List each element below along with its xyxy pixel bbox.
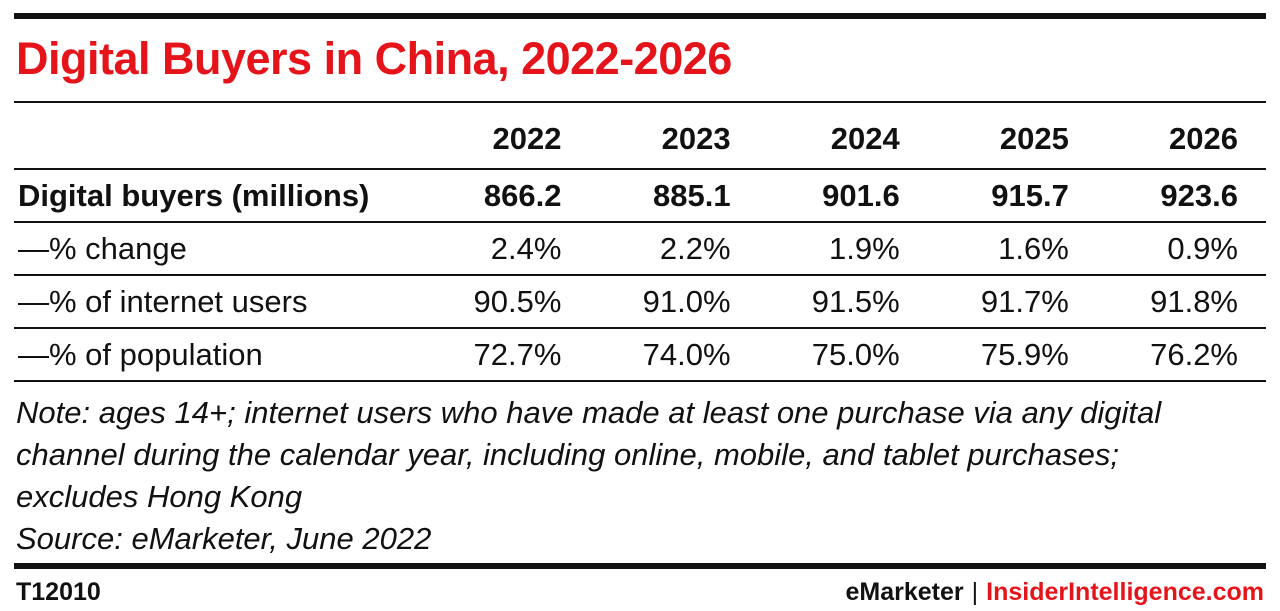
row-label: —% of internet users [14, 275, 421, 329]
year-header: 2023 [589, 109, 759, 170]
header-row: 2022 2023 2024 2025 2026 [14, 109, 1266, 170]
data-cell: 866.2 [420, 169, 590, 223]
brand-emarketer: eMarketer [845, 578, 964, 606]
chart-note: Note: ages 14+; internet users who have … [16, 392, 1246, 560]
footer-rule [14, 563, 1266, 569]
top-rule [14, 13, 1266, 19]
brand-insider-intelligence: InsiderIntelligence.com [986, 578, 1264, 606]
data-cell: 901.6 [758, 169, 928, 223]
year-header: 2022 [420, 109, 590, 170]
data-cell: 91.0% [589, 275, 759, 329]
data-cell: 72.7% [420, 328, 590, 382]
source-text: Source: eMarketer, June 2022 [16, 521, 432, 556]
brand-separator: | [971, 578, 979, 606]
table-row: —% change 2.4% 2.2% 1.9% 1.6% 0.9% [14, 222, 1266, 276]
header-label-cell [14, 109, 421, 170]
row-label: —% change [14, 222, 421, 276]
note-text: Note: ages 14+; internet users who have … [16, 395, 1162, 514]
data-cell: 1.9% [758, 222, 928, 276]
table-row: —% of internet users 90.5% 91.0% 91.5% 9… [14, 275, 1266, 329]
table-row: —% of population 72.7% 74.0% 75.0% 75.9%… [14, 328, 1266, 382]
table-row: Digital buyers (millions) 866.2 885.1 90… [14, 169, 1266, 223]
data-cell: 885.1 [589, 169, 759, 223]
year-header: 2024 [758, 109, 928, 170]
year-header: 2026 [1096, 109, 1266, 170]
data-cell: 91.5% [758, 275, 928, 329]
row-label: Digital buyers (millions) [14, 169, 421, 223]
data-cell: 1.6% [927, 222, 1097, 276]
data-cell: 76.2% [1096, 328, 1266, 382]
data-cell: 2.4% [420, 222, 590, 276]
footer-brand: eMarketer | InsiderIntelligence.com [846, 578, 1265, 607]
data-cell: 91.7% [927, 275, 1097, 329]
chart-id: T12010 [16, 578, 101, 606]
data-cell: 90.5% [420, 275, 590, 329]
data-cell: 915.7 [927, 169, 1097, 223]
data-cell: 923.6 [1096, 169, 1266, 223]
data-cell: 75.9% [927, 328, 1097, 382]
year-header: 2025 [927, 109, 1097, 170]
data-cell: 75.0% [758, 328, 928, 382]
data-table: 2022 2023 2024 2025 2026 Digital buyers … [14, 109, 1266, 382]
data-cell: 2.2% [589, 222, 759, 276]
row-label: —% of population [14, 328, 421, 382]
title-rule [14, 101, 1266, 103]
data-cell: 74.0% [589, 328, 759, 382]
data-cell: 0.9% [1096, 222, 1266, 276]
data-cell: 91.8% [1096, 275, 1266, 329]
chart-title: Digital Buyers in China, 2022-2026 [16, 33, 732, 84]
